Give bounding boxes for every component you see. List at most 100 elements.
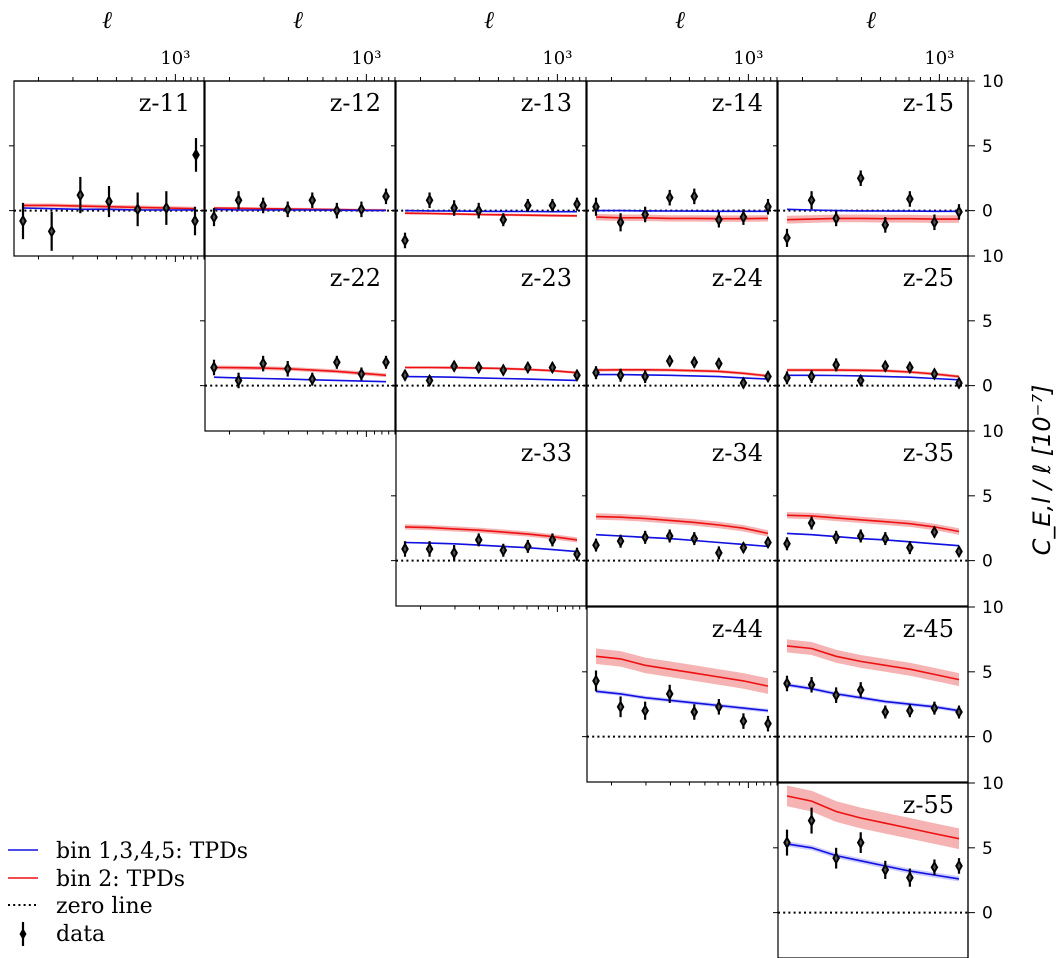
panels-group: z-11 z-12 z-13 z-14 z-15 z-22 z-23 z-24 z-25 z-33… <box>9 80 969 958</box>
legend: bin 1,3,4,5: TPDs bin 2: TPDs zero line … <box>8 839 248 947</box>
red-band <box>596 513 768 537</box>
data-point <box>690 531 699 546</box>
data-point <box>548 533 557 547</box>
data-point <box>807 191 816 210</box>
data-point <box>930 701 939 715</box>
data-point <box>955 858 963 874</box>
data-point <box>955 544 963 559</box>
data-point <box>592 197 600 216</box>
panel-z-44: z-44 <box>582 606 778 788</box>
data-point <box>573 368 581 382</box>
data-point <box>856 373 865 388</box>
data-point <box>715 699 723 715</box>
data-point <box>474 360 483 375</box>
data-point <box>19 202 27 240</box>
x-axis-label: ℓ <box>484 6 494 34</box>
panel-frame <box>586 606 778 783</box>
data-point <box>906 704 914 718</box>
panel-label: z-23 <box>521 264 572 292</box>
blue-model-line <box>595 533 769 548</box>
panel-label: z-35 <box>903 439 954 467</box>
data-point <box>715 211 723 228</box>
panel-frame <box>395 430 587 607</box>
x-axis-label: ℓ <box>866 6 876 34</box>
data-point <box>764 198 772 215</box>
data-point <box>333 355 341 369</box>
panel-z-12: z-12 <box>200 80 396 257</box>
panel-plot-area <box>587 513 777 562</box>
data-point <box>133 192 142 227</box>
data-point <box>881 860 890 879</box>
y-tick-label: 5 <box>982 487 993 507</box>
x-tick-label: 10³ <box>542 48 572 69</box>
data-point <box>499 543 508 557</box>
panel-z-45: z-45 <box>773 606 969 783</box>
red-model-line <box>595 655 769 687</box>
panel-label: z-14 <box>712 89 763 117</box>
red-model-line <box>786 217 959 221</box>
data-point <box>192 138 200 172</box>
y-tick-label: 10 <box>982 422 1004 442</box>
data-point <box>856 832 865 853</box>
data-point <box>881 359 890 373</box>
red-model-line <box>404 212 578 217</box>
panel-label: z-45 <box>903 615 954 643</box>
panel-label: z-13 <box>521 89 572 117</box>
blue-model-line <box>786 843 960 880</box>
panel-plot-area <box>778 639 968 738</box>
data-point <box>783 371 791 385</box>
data-point <box>955 204 963 220</box>
legend-label-zero: zero line <box>56 894 153 919</box>
data-point <box>832 687 840 703</box>
data-point <box>401 541 409 557</box>
data-point <box>856 170 865 186</box>
red-model-line <box>595 369 769 377</box>
panel-label: z-55 <box>903 791 954 819</box>
data-point <box>450 200 458 216</box>
panel-z-23: z-23 <box>391 255 587 432</box>
blue-model-line <box>404 209 577 213</box>
legend-swatch-data <box>19 922 27 946</box>
data-point <box>333 202 341 219</box>
data-point <box>382 188 390 205</box>
data-point <box>474 202 483 219</box>
x-axis-label: ℓ <box>293 6 303 34</box>
data-point <box>524 198 532 213</box>
data-point <box>592 670 600 692</box>
data-point <box>641 206 649 223</box>
data-point <box>832 847 840 869</box>
panel-plot-area <box>587 648 777 738</box>
data-point <box>856 529 865 543</box>
blue-model-line <box>787 374 960 381</box>
data-point <box>930 859 939 876</box>
panel-label: z-15 <box>903 89 954 117</box>
blue-model-line <box>596 209 768 213</box>
panel-label: z-34 <box>712 439 763 467</box>
panel-label: z-22 <box>330 264 381 292</box>
panel-z-14: z-14 <box>582 80 778 257</box>
data-point <box>234 372 243 389</box>
legend-label-red: bin 2: TPDs <box>56 867 185 892</box>
panel-label: z-33 <box>521 439 572 467</box>
y-tick-label: 0 <box>982 377 993 397</box>
y-tick-label: 0 <box>982 552 993 572</box>
data-point <box>783 675 791 692</box>
panel-z-22: z-22 <box>200 255 396 437</box>
red-model-line <box>595 216 769 220</box>
red-model-line <box>787 369 960 378</box>
data-point <box>616 696 625 718</box>
data-point <box>906 191 914 207</box>
panel-frame <box>586 430 778 607</box>
data-point <box>764 535 772 550</box>
data-point <box>807 369 816 384</box>
panel-z-25: z-25 <box>773 255 969 432</box>
red-band <box>596 368 768 378</box>
data-point <box>881 531 890 546</box>
legend-label-blue: bin 1,3,4,5: TPDs <box>56 839 248 864</box>
panel-plot-area <box>778 358 968 390</box>
data-point <box>955 705 963 719</box>
panel-plot-area <box>778 785 968 914</box>
panel-plot-area <box>205 355 395 389</box>
data-point <box>210 359 218 376</box>
